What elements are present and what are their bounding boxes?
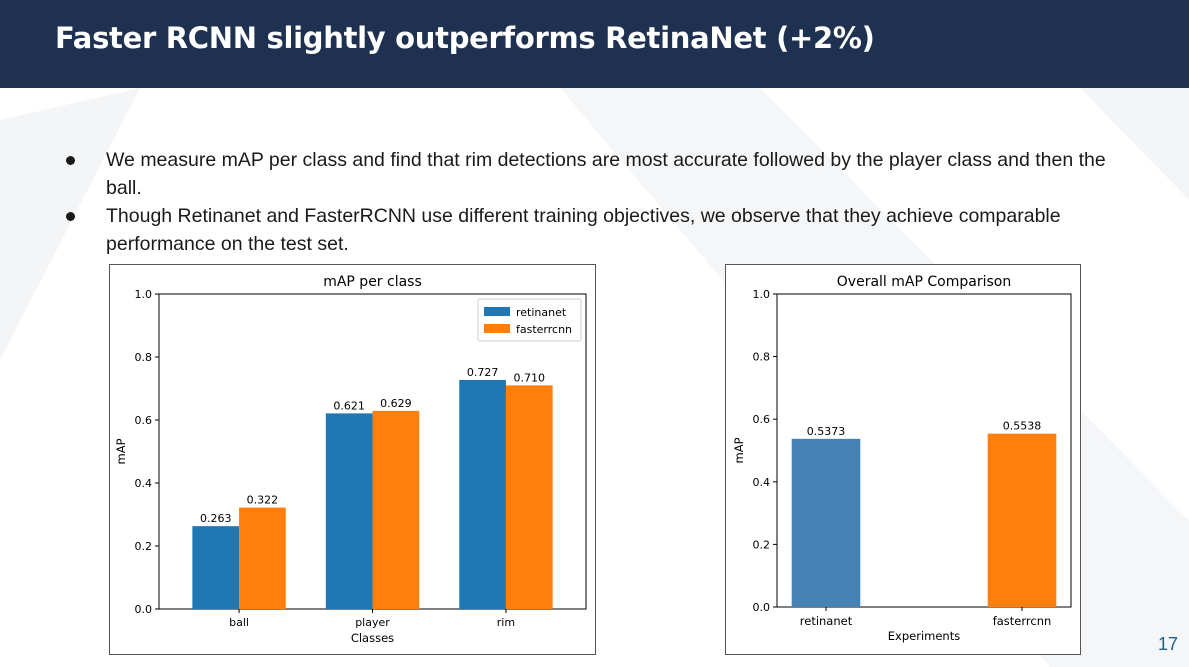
overall-map-chart: 0.0 0.2 0.4 0.6 0.8 1.0 Overall mAP Comparison…	[725, 264, 1081, 655]
y-axis-label: mAP	[732, 437, 746, 463]
y-tick-label: 0.6	[753, 413, 771, 426]
bar-retinanet	[325, 413, 373, 609]
bar-value-label: 0.322	[247, 494, 279, 507]
bullet-text: We measure mAP per class and find that r…	[106, 149, 1106, 199]
bullet-list: We measure mAP per class and find that r…	[66, 146, 1146, 258]
y-tick-label: 1.0	[753, 288, 771, 301]
x-tick-label: fasterrcnn	[993, 614, 1052, 628]
map-per-class-chart: 0.0 0.2 0.4 0.6 0.8 1.0 mAP per class Classes mA…	[109, 264, 596, 655]
bar-fasterrcnn	[505, 385, 553, 609]
bullet-dot	[66, 156, 75, 165]
legend-label-fasterrcnn: fasterrcnn	[516, 323, 572, 336]
x-tick-label: player	[355, 616, 390, 629]
bullet-item: We measure mAP per class and find that r…	[66, 146, 1146, 202]
bar-value-label: 0.727	[467, 366, 499, 379]
y-tick-label: 0.0	[753, 601, 771, 614]
bar-fasterrcnn	[239, 507, 286, 609]
legend-label-retinanet: retinanet	[516, 306, 567, 319]
chart-title: Overall mAP Comparison	[837, 274, 1011, 290]
overall-map-svg: 0.0 0.2 0.4 0.6 0.8 1.0 Overall mAP Comparison…	[732, 274, 1072, 643]
y-tick-label: 0.8	[753, 351, 771, 364]
y-tick-label: 0.2	[753, 538, 771, 551]
plot-area	[776, 293, 1072, 608]
bar-retinanet	[459, 379, 506, 609]
bar-value-label: 0.621	[333, 399, 365, 412]
bar-retinanet	[791, 438, 861, 607]
y-axis-label: mAP	[114, 438, 128, 464]
bar-value-label: 0.5373	[807, 425, 846, 438]
slide-title: Faster RCNN slightly outperforms RetinaN…	[55, 21, 875, 55]
y-tick-label: 0.2	[135, 540, 153, 553]
bullet-text: Though Retinanet and FasterRCNN use diff…	[106, 205, 1061, 255]
bar-retinanet	[192, 526, 240, 609]
bar-value-label: 0.263	[200, 512, 232, 525]
x-axis-label: Experiments	[888, 629, 960, 643]
bar-value-label: 0.5538	[1003, 420, 1042, 433]
legend-swatch-fasterrcnn	[484, 324, 510, 333]
chart-title: mAP per class	[323, 274, 422, 290]
bar-fasterrcnn	[987, 433, 1057, 607]
y-tick-label: 1.0	[135, 288, 153, 301]
y-tick-label: 0.4	[753, 476, 771, 489]
y-tick-label: 0.0	[135, 603, 153, 616]
y-tick-label: 0.8	[135, 351, 153, 364]
x-tick-label: rim	[497, 616, 515, 629]
bar-value-label: 0.629	[380, 397, 412, 410]
slide-header: Faster RCNN slightly outperforms RetinaN…	[0, 0, 1189, 88]
x-axis-label: Classes	[351, 631, 394, 645]
x-tick-label: retinanet	[800, 614, 853, 628]
map-per-class-svg: 0.0 0.2 0.4 0.6 0.8 1.0 mAP per class Classes mA…	[114, 274, 587, 645]
bullet-item: Though Retinanet and FasterRCNN use diff…	[66, 202, 1146, 258]
y-tick-label: 0.4	[135, 477, 153, 490]
legend-swatch-retinanet	[484, 307, 510, 316]
bar-fasterrcnn	[372, 410, 420, 609]
bullet-dot	[66, 212, 75, 221]
x-tick-label: ball	[229, 616, 249, 629]
bar-value-label: 0.710	[514, 371, 546, 384]
page-number: 17	[1157, 634, 1178, 654]
y-tick-label: 0.6	[135, 414, 153, 427]
